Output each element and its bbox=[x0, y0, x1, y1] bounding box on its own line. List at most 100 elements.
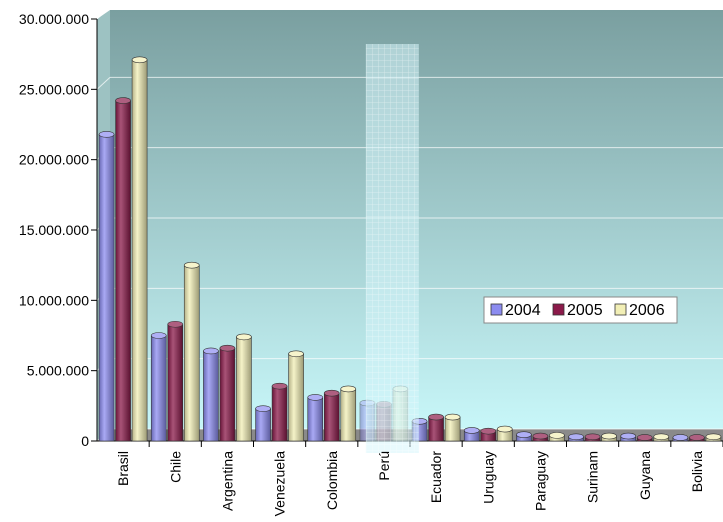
bar-body bbox=[323, 392, 340, 442]
y-tick-label: 25.000.000 bbox=[19, 81, 89, 97]
bar-top bbox=[219, 344, 236, 352]
bar-top bbox=[568, 433, 584, 441]
legend-swatch bbox=[552, 303, 565, 316]
bar-body bbox=[150, 335, 167, 442]
bar bbox=[307, 394, 324, 442]
bar-top bbox=[428, 413, 444, 421]
bar bbox=[568, 433, 584, 442]
legend-label: 2005 bbox=[567, 302, 603, 319]
bar bbox=[219, 344, 236, 442]
bar bbox=[463, 427, 480, 442]
bar-top bbox=[672, 434, 689, 441]
bar-top bbox=[480, 427, 497, 435]
bar-top bbox=[203, 347, 219, 355]
bar-body bbox=[219, 347, 236, 442]
bar bbox=[653, 433, 670, 442]
x-category-label: Bolivia bbox=[689, 451, 705, 492]
bar-top bbox=[288, 350, 304, 358]
bar bbox=[340, 385, 357, 442]
bar-top bbox=[255, 405, 271, 412]
bar bbox=[480, 427, 497, 442]
bar-body bbox=[288, 353, 304, 442]
bar-top bbox=[115, 97, 131, 104]
bar-body bbox=[307, 397, 324, 442]
bar-body bbox=[236, 336, 252, 442]
bar-top bbox=[653, 433, 670, 441]
bar-body bbox=[167, 323, 184, 442]
bar bbox=[203, 347, 219, 442]
bar-top bbox=[167, 320, 184, 328]
x-category-label: Uruguay bbox=[480, 451, 496, 504]
bar bbox=[271, 382, 288, 442]
y-tick-label: 30.000.000 bbox=[19, 11, 89, 27]
bar bbox=[444, 413, 461, 442]
y-tick-label: 5.000.000 bbox=[27, 363, 89, 379]
bar bbox=[98, 131, 115, 442]
bar bbox=[323, 389, 340, 442]
y-tick-label: 20.000.000 bbox=[19, 152, 89, 168]
bar-top bbox=[463, 427, 480, 434]
gridline-side bbox=[96, 76, 111, 90]
y-tick-label: 15.000.000 bbox=[19, 222, 89, 238]
x-category-label: Chile bbox=[167, 451, 183, 483]
bar-body bbox=[115, 100, 131, 442]
bar-body bbox=[444, 416, 461, 442]
bar-top bbox=[705, 433, 722, 441]
bar bbox=[636, 434, 653, 442]
bar-body bbox=[203, 350, 219, 442]
bar-top bbox=[689, 434, 705, 441]
bar bbox=[549, 432, 565, 442]
bar bbox=[183, 261, 200, 442]
legend-swatch bbox=[614, 303, 627, 316]
bar bbox=[532, 432, 549, 442]
bar-top bbox=[340, 385, 357, 393]
legend-label: 2006 bbox=[629, 302, 665, 319]
bar bbox=[255, 405, 271, 442]
bar bbox=[496, 425, 513, 442]
bar-body bbox=[131, 59, 148, 442]
bar-top bbox=[601, 432, 617, 440]
legend-label: 2004 bbox=[505, 302, 541, 319]
y-tick-label: 10.000.000 bbox=[19, 292, 89, 308]
bar bbox=[150, 332, 167, 442]
y-tick-label: 0 bbox=[81, 433, 89, 449]
x-category-label: Venezuela bbox=[272, 451, 288, 517]
bar-body bbox=[428, 416, 444, 442]
bar-top bbox=[496, 425, 513, 433]
x-category-label: Perú bbox=[376, 451, 392, 481]
bar-top bbox=[131, 56, 148, 64]
bar-body bbox=[255, 408, 271, 442]
bar-top bbox=[584, 433, 601, 441]
bar-body bbox=[98, 134, 115, 442]
x-category-label: Ecuador bbox=[428, 451, 444, 503]
bar bbox=[516, 431, 532, 442]
bar-top bbox=[150, 332, 167, 339]
bar-top bbox=[323, 389, 340, 397]
bar bbox=[167, 320, 184, 442]
bar bbox=[620, 432, 637, 442]
bar-top bbox=[98, 131, 115, 138]
gridline-side bbox=[96, 6, 111, 20]
bar-top bbox=[236, 333, 252, 341]
highlight-column bbox=[365, 44, 419, 453]
bar-top bbox=[620, 432, 637, 440]
bar bbox=[428, 413, 444, 442]
x-category-label: Colombia bbox=[324, 451, 340, 510]
bar-top bbox=[444, 413, 461, 421]
bar-body bbox=[183, 264, 200, 442]
bar bbox=[672, 434, 689, 442]
x-category-label: Brasil bbox=[115, 451, 131, 486]
bar bbox=[705, 433, 722, 442]
bar-top bbox=[271, 382, 288, 390]
bar-top bbox=[307, 394, 324, 401]
bar bbox=[236, 333, 252, 442]
bar-body bbox=[271, 385, 288, 442]
legend-swatch bbox=[490, 303, 503, 316]
bar bbox=[115, 97, 131, 442]
bar-top bbox=[549, 432, 565, 439]
x-category-label: Paraguay bbox=[532, 451, 548, 511]
legend-box bbox=[483, 296, 678, 324]
x-category-label: Surinam bbox=[585, 451, 601, 503]
